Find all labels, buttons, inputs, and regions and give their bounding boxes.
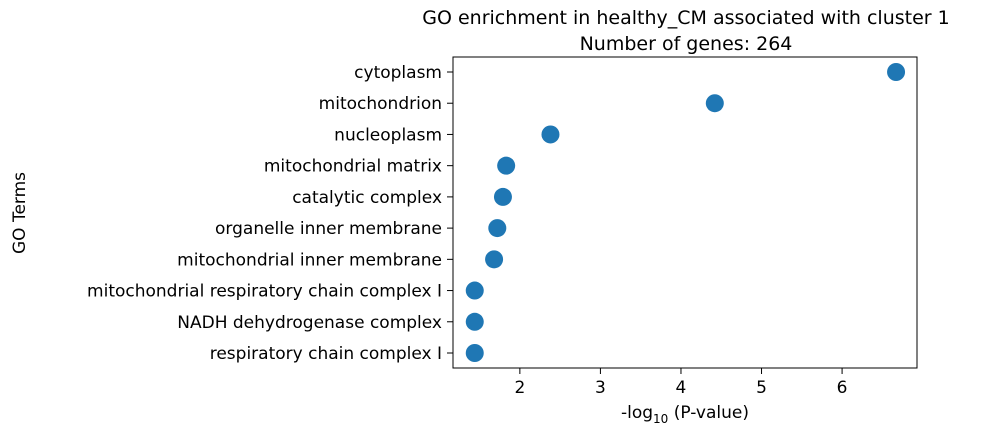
chart-subtitle: Number of genes: 264 xyxy=(580,33,793,55)
data-point xyxy=(541,125,560,144)
x-axis-label-prefix: -log xyxy=(621,403,653,423)
data-point xyxy=(488,219,507,238)
data-point xyxy=(887,63,906,81)
y-tick-label: mitochondrial inner membrane xyxy=(177,250,442,270)
x-axis-label-subscript: 10 xyxy=(653,412,668,426)
data-point xyxy=(485,250,504,269)
plot-area-frame xyxy=(452,56,918,369)
chart-title: GO enrichment in healthy_CM associated w… xyxy=(422,7,949,29)
y-tick-label: mitochondrial respiratory chain complex … xyxy=(87,282,442,302)
x-tick-label: 2 xyxy=(514,378,525,398)
y-axis-label: GO Terms xyxy=(10,172,30,254)
x-tick-label: 3 xyxy=(595,378,606,398)
x-tick-label: 5 xyxy=(756,378,767,398)
y-tick-label: catalytic complex xyxy=(292,188,442,208)
data-point xyxy=(497,156,516,175)
data-point xyxy=(493,187,512,206)
y-tick-label: respiratory chain complex I xyxy=(210,344,442,364)
y-tick-label: mitochondrion xyxy=(319,94,442,114)
x-tick-label: 6 xyxy=(837,378,848,398)
y-tick-label: cytoplasm xyxy=(354,63,442,83)
data-point xyxy=(465,281,484,300)
y-tick-label: mitochondrial matrix xyxy=(264,157,442,177)
data-point xyxy=(465,312,484,331)
y-tick-label: organelle inner membrane xyxy=(215,219,442,239)
data-point xyxy=(705,94,724,113)
x-axis-label: -log10 (P-value) xyxy=(621,403,749,426)
y-tick-label: NADH dehydrogenase complex xyxy=(177,313,442,333)
data-points xyxy=(465,63,906,362)
x-axis-ticks: 2 3 4 5 6 xyxy=(514,368,847,398)
x-tick-label: 4 xyxy=(676,378,687,398)
y-tick-label: nucleoplasm xyxy=(334,125,442,145)
data-point xyxy=(465,344,484,362)
x-axis-label-suffix: (P-value) xyxy=(668,403,749,423)
y-axis-ticks: cytoplasm mitochondrion nucleoplasm mitocho… xyxy=(87,63,453,364)
